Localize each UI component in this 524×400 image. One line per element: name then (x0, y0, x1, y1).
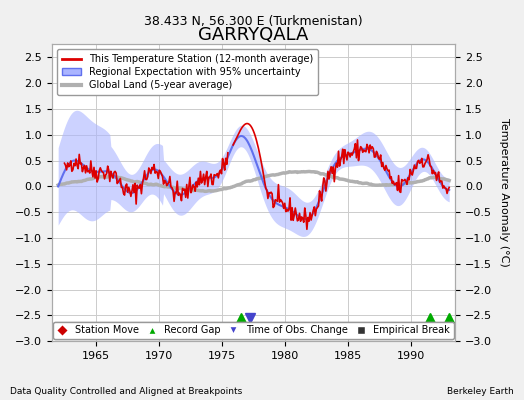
Legend: Station Move, Record Gap, Time of Obs. Change, Empirical Break: Station Move, Record Gap, Time of Obs. C… (53, 322, 454, 339)
Title: GARRYQALA: GARRYQALA (199, 26, 309, 44)
Text: Data Quality Controlled and Aligned at Breakpoints: Data Quality Controlled and Aligned at B… (10, 387, 243, 396)
Text: Berkeley Earth: Berkeley Earth (447, 387, 514, 396)
Title: 38.433 N, 56.300 E (Turkmenistan): 38.433 N, 56.300 E (Turkmenistan) (144, 15, 363, 28)
Y-axis label: Temperature Anomaly (°C): Temperature Anomaly (°C) (499, 118, 509, 267)
